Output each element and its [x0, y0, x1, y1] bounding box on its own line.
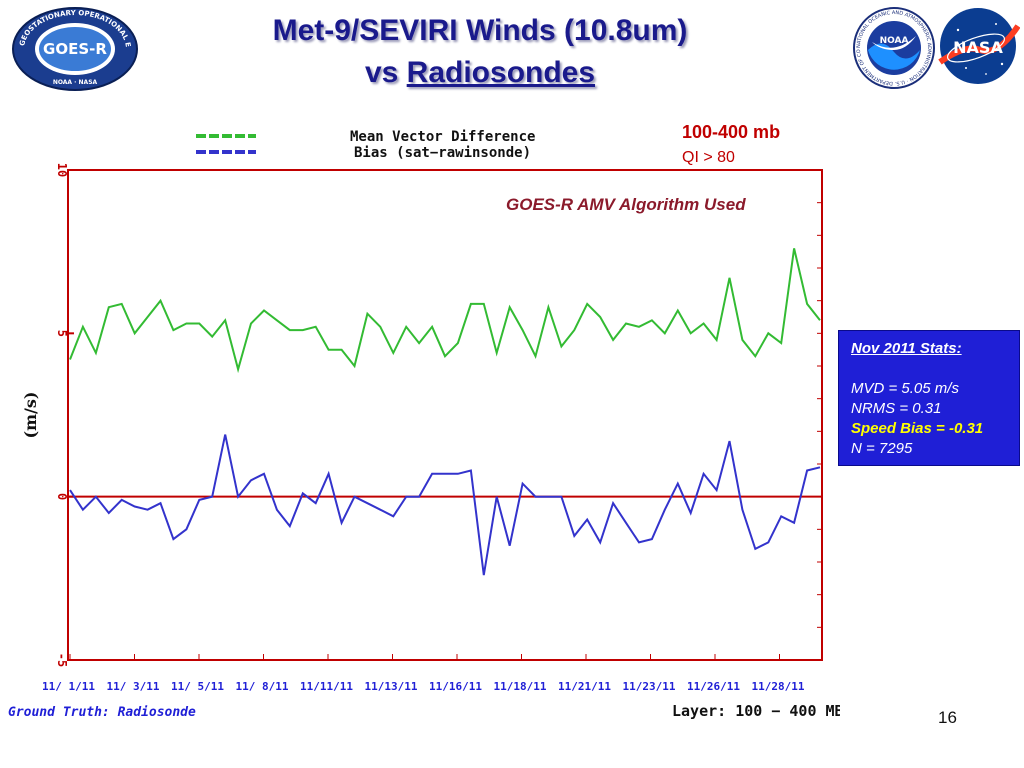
chart: Mean Vector Difference Bias (sat−rawinso… — [8, 129, 840, 720]
algorithm-note: GOES-R AMV Algorithm Used — [506, 195, 746, 214]
title-prefix: vs — [364, 56, 407, 89]
y-tick-label: 0 — [55, 493, 69, 500]
stats-mvd: MVD = 5.05 m/s — [851, 380, 959, 397]
noaa-logo-text: NOAA — [880, 36, 909, 46]
series-line-bias — [69, 434, 821, 576]
x-tick-label: 11/26/11 — [687, 680, 740, 693]
stats-nrms: NRMS = 0.31 — [851, 400, 942, 417]
y-tick-label: -5 — [55, 653, 69, 667]
x-tick-label: 11/13/11 — [365, 680, 418, 693]
x-tick-label: 11/21/11 — [558, 680, 611, 693]
layer-footer-label: Layer: 100 − 400 MB — [672, 702, 840, 720]
stats-heading: Nov 2011 Stats: — [851, 340, 962, 357]
y-axis-label: (m/s) — [21, 392, 40, 439]
qi-label: QI > 80 — [682, 149, 735, 166]
y-tick-label: 10 — [55, 163, 69, 177]
goes-logo-bottom-text: NOAA · NASA — [53, 79, 98, 86]
goes-logo-center-text: GOES-R — [43, 40, 107, 58]
legend-bias-label: Bias (sat−rawinsonde) — [354, 145, 531, 161]
y-axis: 10 5 0 -5 — [55, 163, 822, 667]
goes-r-logo: GEOSTATIONARY OPERATIONAL ENVIRONMENTAL … — [10, 6, 138, 91]
title-underlined: Radiosondes — [406, 56, 596, 89]
ground-truth-label: Ground Truth: Radiosonde — [8, 705, 196, 720]
noaa-logo: NATIONAL OCEANIC AND ATMOSPHERIC ADMINIS… — [852, 6, 935, 89]
x-axis: 11/ 1/11 11/ 3/11 11/ 5/11 11/ 8/11 11/11/11… — [42, 654, 805, 693]
nasa-logo: NASA — [938, 8, 1020, 84]
stats-speed-bias: Speed Bias = -0.31 — [851, 420, 984, 437]
y-tick-label: 5 — [55, 330, 69, 337]
layer-range-label: 100-400 mb — [682, 122, 781, 142]
x-tick-label: 11/11/11 — [300, 680, 353, 693]
slide-title-line2: vs Radiosondes — [0, 56, 992, 90]
stats-n: N = 7295 — [851, 440, 913, 457]
x-tick-label: 11/ 3/11 — [107, 680, 160, 693]
legend-mvd-label: Mean Vector Difference — [350, 129, 535, 145]
x-tick-label: 11/ 5/11 — [171, 680, 224, 693]
series-line-mean-vector-difference — [69, 248, 821, 374]
x-tick-label: 11/16/11 — [429, 680, 482, 693]
x-tick-label: 11/18/11 — [494, 680, 547, 693]
slide-title-line1: Met-9/SEVIRI Winds (10.8um) — [272, 14, 688, 47]
nasa-logo-text: NASA — [953, 38, 1003, 57]
x-tick-label: 11/28/11 — [752, 680, 805, 693]
plot-frame — [67, 169, 823, 661]
x-tick-label: 11/ 1/11 — [42, 680, 95, 693]
stats-box: Nov 2011 Stats: MVD = 5.05 m/s NRMS = 0.… — [838, 330, 1020, 466]
page-number: 16 — [938, 708, 957, 727]
x-tick-label: 11/23/11 — [623, 680, 676, 693]
x-tick-label: 11/ 8/11 — [236, 680, 289, 693]
